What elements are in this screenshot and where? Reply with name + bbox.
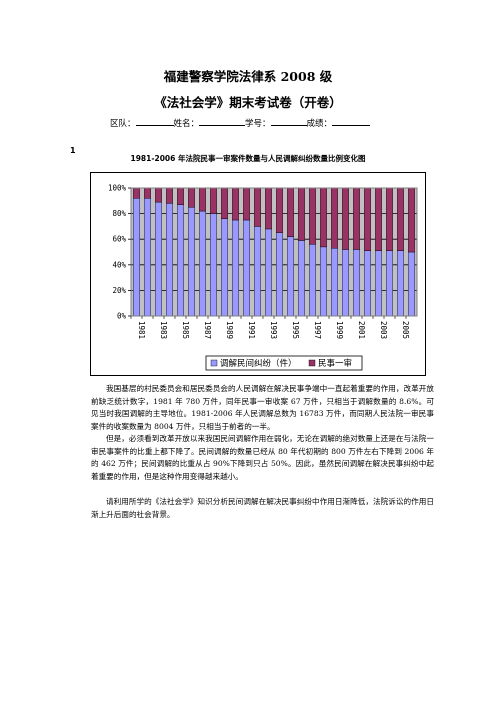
bar-mediation-1989 (221, 218, 228, 317)
bar-civil-first-instance-2006 (408, 187, 415, 253)
exam-subtitle: 《法社会学》期末考试卷（开卷） (154, 95, 342, 110)
bar-civil-first-instance-1984 (166, 187, 173, 204)
blank-student-id[interactable] (270, 117, 307, 126)
bar-mediation-1992 (254, 226, 261, 317)
x-tick-label: 1989 (225, 321, 234, 339)
bar-mediation-1988 (210, 213, 217, 317)
x-tick-label: 2003 (379, 321, 388, 339)
student-info-fields: 区队： 姓名： 学号： 成绩： (110, 117, 371, 129)
x-tick-label: 1991 (247, 321, 256, 339)
bar-civil-first-instance-1983 (155, 187, 162, 203)
bar-mediation-1993 (265, 228, 272, 317)
bar-mediation-1985 (177, 204, 184, 317)
chart-title: 1981-2006 年法院民事一审案件数量与人民调解纠纷数量比例变化图 (130, 154, 366, 163)
x-tick-label: 2005 (401, 321, 410, 339)
bar-mediation-1990 (232, 219, 239, 317)
y-tick-label: 60% (112, 235, 126, 244)
bar-mediation-2002 (364, 250, 371, 317)
y-tick-label: 100% (108, 184, 127, 193)
x-tick-label: 1999 (335, 321, 344, 339)
bar-civil-first-instance-1982 (144, 187, 151, 199)
bar-mediation-2001 (353, 249, 360, 317)
legend-label-mediation: 调解民间纠纷（件） (220, 358, 297, 369)
bar-mediation-1997 (309, 244, 316, 317)
paragraph-2: 但是，必须看到改革开放以来我国民间调解作用在弱化，无论在调解的绝对数量上还是在与… (91, 434, 434, 481)
bar-civil-first-instance-1995 (287, 187, 294, 237)
bar-mediation-1982 (144, 198, 151, 317)
bar-civil-first-instance-1999 (331, 187, 338, 249)
question-prompt: 请利用所学的《法社会学》知识分析民间调解在解决民事纠纷中作用日渐降低，法院诉讼的… (91, 497, 434, 519)
bar-mediation-2003 (375, 250, 382, 317)
bar-mediation-1996 (298, 240, 305, 317)
bar-mediation-1981 (133, 198, 140, 317)
question-number: 1 (70, 146, 76, 155)
bar-civil-first-instance-1997 (309, 187, 316, 245)
x-tick-label: 1987 (203, 321, 212, 339)
blank-score[interactable] (332, 117, 371, 126)
bar-civil-first-instance-2005 (397, 187, 404, 251)
y-tick-label: 80% (112, 209, 126, 218)
bar-mediation-2005 (397, 250, 404, 317)
blank-name[interactable] (199, 117, 246, 126)
field-label-student-id: 学号： (245, 119, 271, 129)
bar-civil-first-instance-1989 (221, 187, 228, 219)
stacked-bar-chart: 0% 20% 40% 60% 80% 100% 1981 1983 1985 1987 1989 1… (108, 184, 418, 371)
bar-mediation-1987 (199, 210, 206, 317)
bar-mediation-1999 (331, 247, 338, 317)
y-tick-label: 0% (117, 312, 127, 321)
x-tick-label: 1981 (137, 321, 146, 339)
legend-label-civil-first-instance: 民事一审 (318, 358, 352, 369)
bar-civil-first-instance-1985 (177, 187, 184, 205)
legend-box (205, 355, 363, 371)
bar-civil-first-instance-2003 (375, 187, 382, 251)
paragraph-1: 我国基层的村民委员会和居民委员会的人民调解在解决民事争端中一直起着重要的作用，改… (91, 384, 434, 431)
bar-civil-first-instance-2002 (364, 187, 371, 251)
x-tick-label: 1993 (269, 321, 278, 339)
bar-civil-first-instance-2000 (342, 187, 349, 250)
x-tick-label: 1985 (181, 321, 190, 339)
chart-frame: 0% 20% 40% 60% 80% 100% 1981 1983 1985 1987 1989 1… (90, 172, 426, 376)
bar-civil-first-instance-1991 (243, 187, 250, 221)
bar-mediation-1983 (155, 201, 162, 317)
bar-mediation-1995 (287, 236, 294, 317)
bar-civil-first-instance-1993 (265, 187, 272, 230)
bar-civil-first-instance-2004 (386, 187, 393, 251)
bar-mediation-1994 (276, 232, 283, 317)
field-label-squad: 区队： (110, 119, 136, 129)
blank-squad[interactable] (135, 117, 174, 126)
bar-civil-first-instance-1998 (320, 187, 327, 248)
bar-mediation-1984 (166, 203, 173, 317)
x-tick-label: 1983 (159, 321, 168, 339)
bar-civil-first-instance-1992 (254, 187, 261, 227)
plot-area-background (131, 188, 417, 316)
bar-mediation-2004 (386, 250, 393, 317)
x-tick-label: 1997 (313, 321, 322, 339)
y-tick-label: 20% (112, 286, 126, 295)
field-label-score: 成绩： (306, 119, 333, 129)
bar-mediation-1991 (243, 219, 250, 317)
field-label-name: 姓名： (173, 119, 200, 129)
legend-swatch-mediation (210, 359, 218, 367)
bar-mediation-1998 (320, 246, 327, 317)
x-tick-label: 2001 (357, 321, 366, 339)
bar-civil-first-instance-2001 (353, 187, 360, 250)
exam-header-title: 福建警察学院法律系 2008 级 (163, 69, 333, 84)
bar-mediation-2006 (408, 251, 415, 317)
x-tick-label: 1995 (291, 321, 300, 339)
bar-civil-first-instance-1981 (133, 187, 140, 199)
y-tick-label: 40% (112, 260, 126, 269)
bar-civil-first-instance-1986 (188, 187, 195, 208)
bar-civil-first-instance-1996 (298, 187, 305, 241)
bar-civil-first-instance-1988 (210, 187, 217, 214)
bar-civil-first-instance-1994 (276, 187, 283, 233)
legend-swatch-civil-first-instance (308, 359, 316, 367)
bar-mediation-1986 (188, 207, 195, 317)
bar-mediation-2000 (342, 249, 349, 317)
bar-civil-first-instance-1987 (199, 187, 206, 212)
bar-civil-first-instance-1990 (232, 187, 239, 221)
